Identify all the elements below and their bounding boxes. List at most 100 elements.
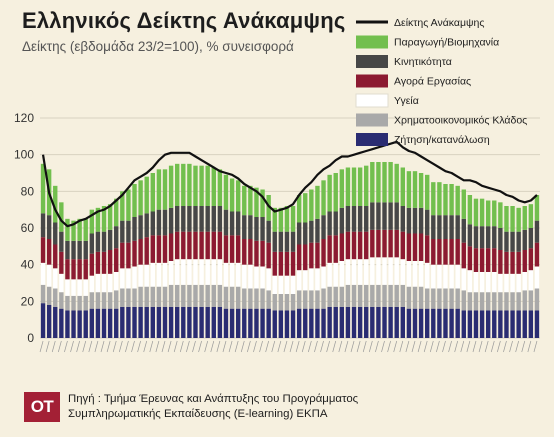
bar-segment bbox=[467, 270, 473, 293]
bar-segment bbox=[510, 273, 515, 293]
bar-segment bbox=[162, 209, 168, 236]
bar-segment bbox=[101, 231, 107, 252]
bar-segment bbox=[321, 308, 326, 338]
bar-segment bbox=[309, 308, 314, 338]
bar-segment bbox=[290, 310, 296, 338]
x-tick-mark bbox=[393, 340, 398, 353]
bar-segment bbox=[162, 286, 168, 307]
bar-segment bbox=[175, 259, 180, 285]
bar-segment bbox=[370, 284, 375, 307]
legend-label: Δείκτης Ανάκαμψης bbox=[394, 17, 484, 29]
x-tick-mark bbox=[344, 340, 349, 353]
y-tick-label: 80 bbox=[21, 184, 35, 198]
bar-segment bbox=[132, 266, 137, 289]
bar-segment bbox=[345, 306, 351, 338]
bar-segment bbox=[345, 231, 351, 260]
bar-segment bbox=[339, 306, 345, 338]
bar-segment bbox=[71, 295, 76, 311]
x-tick-mark bbox=[448, 340, 452, 353]
bar-segment bbox=[266, 220, 271, 243]
x-tick-mark bbox=[118, 340, 123, 353]
bar-segment bbox=[327, 235, 332, 263]
bar-segment bbox=[156, 209, 162, 236]
bar-segment bbox=[309, 268, 314, 291]
bar-segment bbox=[229, 308, 235, 338]
bar-segment bbox=[461, 218, 466, 243]
bar-segment bbox=[254, 217, 259, 241]
bar-segment bbox=[59, 273, 64, 293]
x-tick-mark bbox=[234, 340, 239, 353]
bar-segment bbox=[296, 222, 302, 245]
bar-segment bbox=[290, 275, 296, 294]
x-tick-mark bbox=[368, 340, 373, 353]
bar-segment bbox=[193, 306, 198, 338]
legend-label: Ζήτηση/κατανάλωση bbox=[394, 134, 490, 146]
bar-segment bbox=[156, 306, 162, 338]
bar-segment bbox=[382, 306, 387, 338]
bar-segment bbox=[303, 222, 308, 245]
bar-segment bbox=[107, 250, 113, 274]
bar-segment bbox=[95, 207, 101, 232]
bar-segment bbox=[473, 310, 479, 338]
bar-segment bbox=[211, 259, 216, 285]
bar-segment bbox=[260, 217, 265, 241]
x-tick-mark bbox=[198, 340, 202, 353]
bar-segment bbox=[516, 310, 521, 338]
bar-segment bbox=[114, 226, 119, 249]
bar-segment bbox=[175, 206, 180, 232]
bar-segment bbox=[376, 229, 381, 258]
bar-segment bbox=[400, 231, 405, 260]
bar-segment bbox=[455, 308, 460, 338]
y-tick-label: 100 bbox=[14, 148, 34, 162]
x-tick-mark bbox=[375, 340, 379, 353]
bar-segment bbox=[388, 306, 393, 338]
x-tick-mark bbox=[399, 340, 404, 353]
bar-segment bbox=[114, 198, 119, 227]
bar-segment bbox=[364, 165, 369, 206]
bar-segment bbox=[144, 306, 149, 338]
bar-segment bbox=[418, 207, 424, 234]
bar-segment bbox=[120, 288, 125, 307]
bar-segment bbox=[229, 262, 235, 287]
bar-segment bbox=[522, 272, 527, 291]
bar-segment bbox=[382, 229, 387, 258]
bar-segment bbox=[65, 218, 70, 241]
bar-segment bbox=[522, 250, 527, 272]
bar-segment bbox=[327, 286, 332, 307]
bar-segment bbox=[242, 288, 247, 309]
x-tick-mark bbox=[429, 340, 434, 353]
x-tick-mark bbox=[405, 340, 410, 353]
bar-segment bbox=[485, 310, 491, 338]
bar-segment bbox=[333, 173, 338, 212]
bar-segment bbox=[101, 292, 107, 309]
x-tick-mark bbox=[247, 340, 251, 353]
x-tick-mark bbox=[326, 340, 330, 353]
bar-segment bbox=[107, 229, 113, 250]
bar-segment bbox=[394, 202, 399, 230]
bar-segment bbox=[114, 248, 119, 272]
bar-segment bbox=[303, 244, 308, 271]
bar-segment bbox=[95, 251, 101, 274]
bar-segment bbox=[449, 288, 454, 309]
bar-segment bbox=[449, 239, 454, 265]
x-tick-mark bbox=[112, 340, 117, 353]
x-tick-mark bbox=[509, 340, 513, 353]
x-tick-mark bbox=[58, 340, 62, 353]
bar-segment bbox=[315, 290, 320, 309]
bar-segment bbox=[242, 308, 247, 338]
bar-segment bbox=[266, 268, 271, 291]
bar-segment bbox=[181, 163, 186, 206]
bar-segment bbox=[394, 257, 399, 285]
bar-segment bbox=[309, 220, 314, 243]
bar-segment bbox=[522, 229, 527, 250]
bar-segment bbox=[46, 286, 52, 305]
bar-segment bbox=[400, 259, 405, 285]
bar-segment bbox=[138, 264, 143, 287]
x-tick-mark bbox=[283, 340, 288, 353]
bar-segment bbox=[309, 242, 314, 269]
bar-segment bbox=[235, 180, 241, 212]
bar-segment bbox=[321, 266, 326, 289]
bar-segment bbox=[181, 231, 186, 260]
bar-segment bbox=[498, 202, 503, 228]
